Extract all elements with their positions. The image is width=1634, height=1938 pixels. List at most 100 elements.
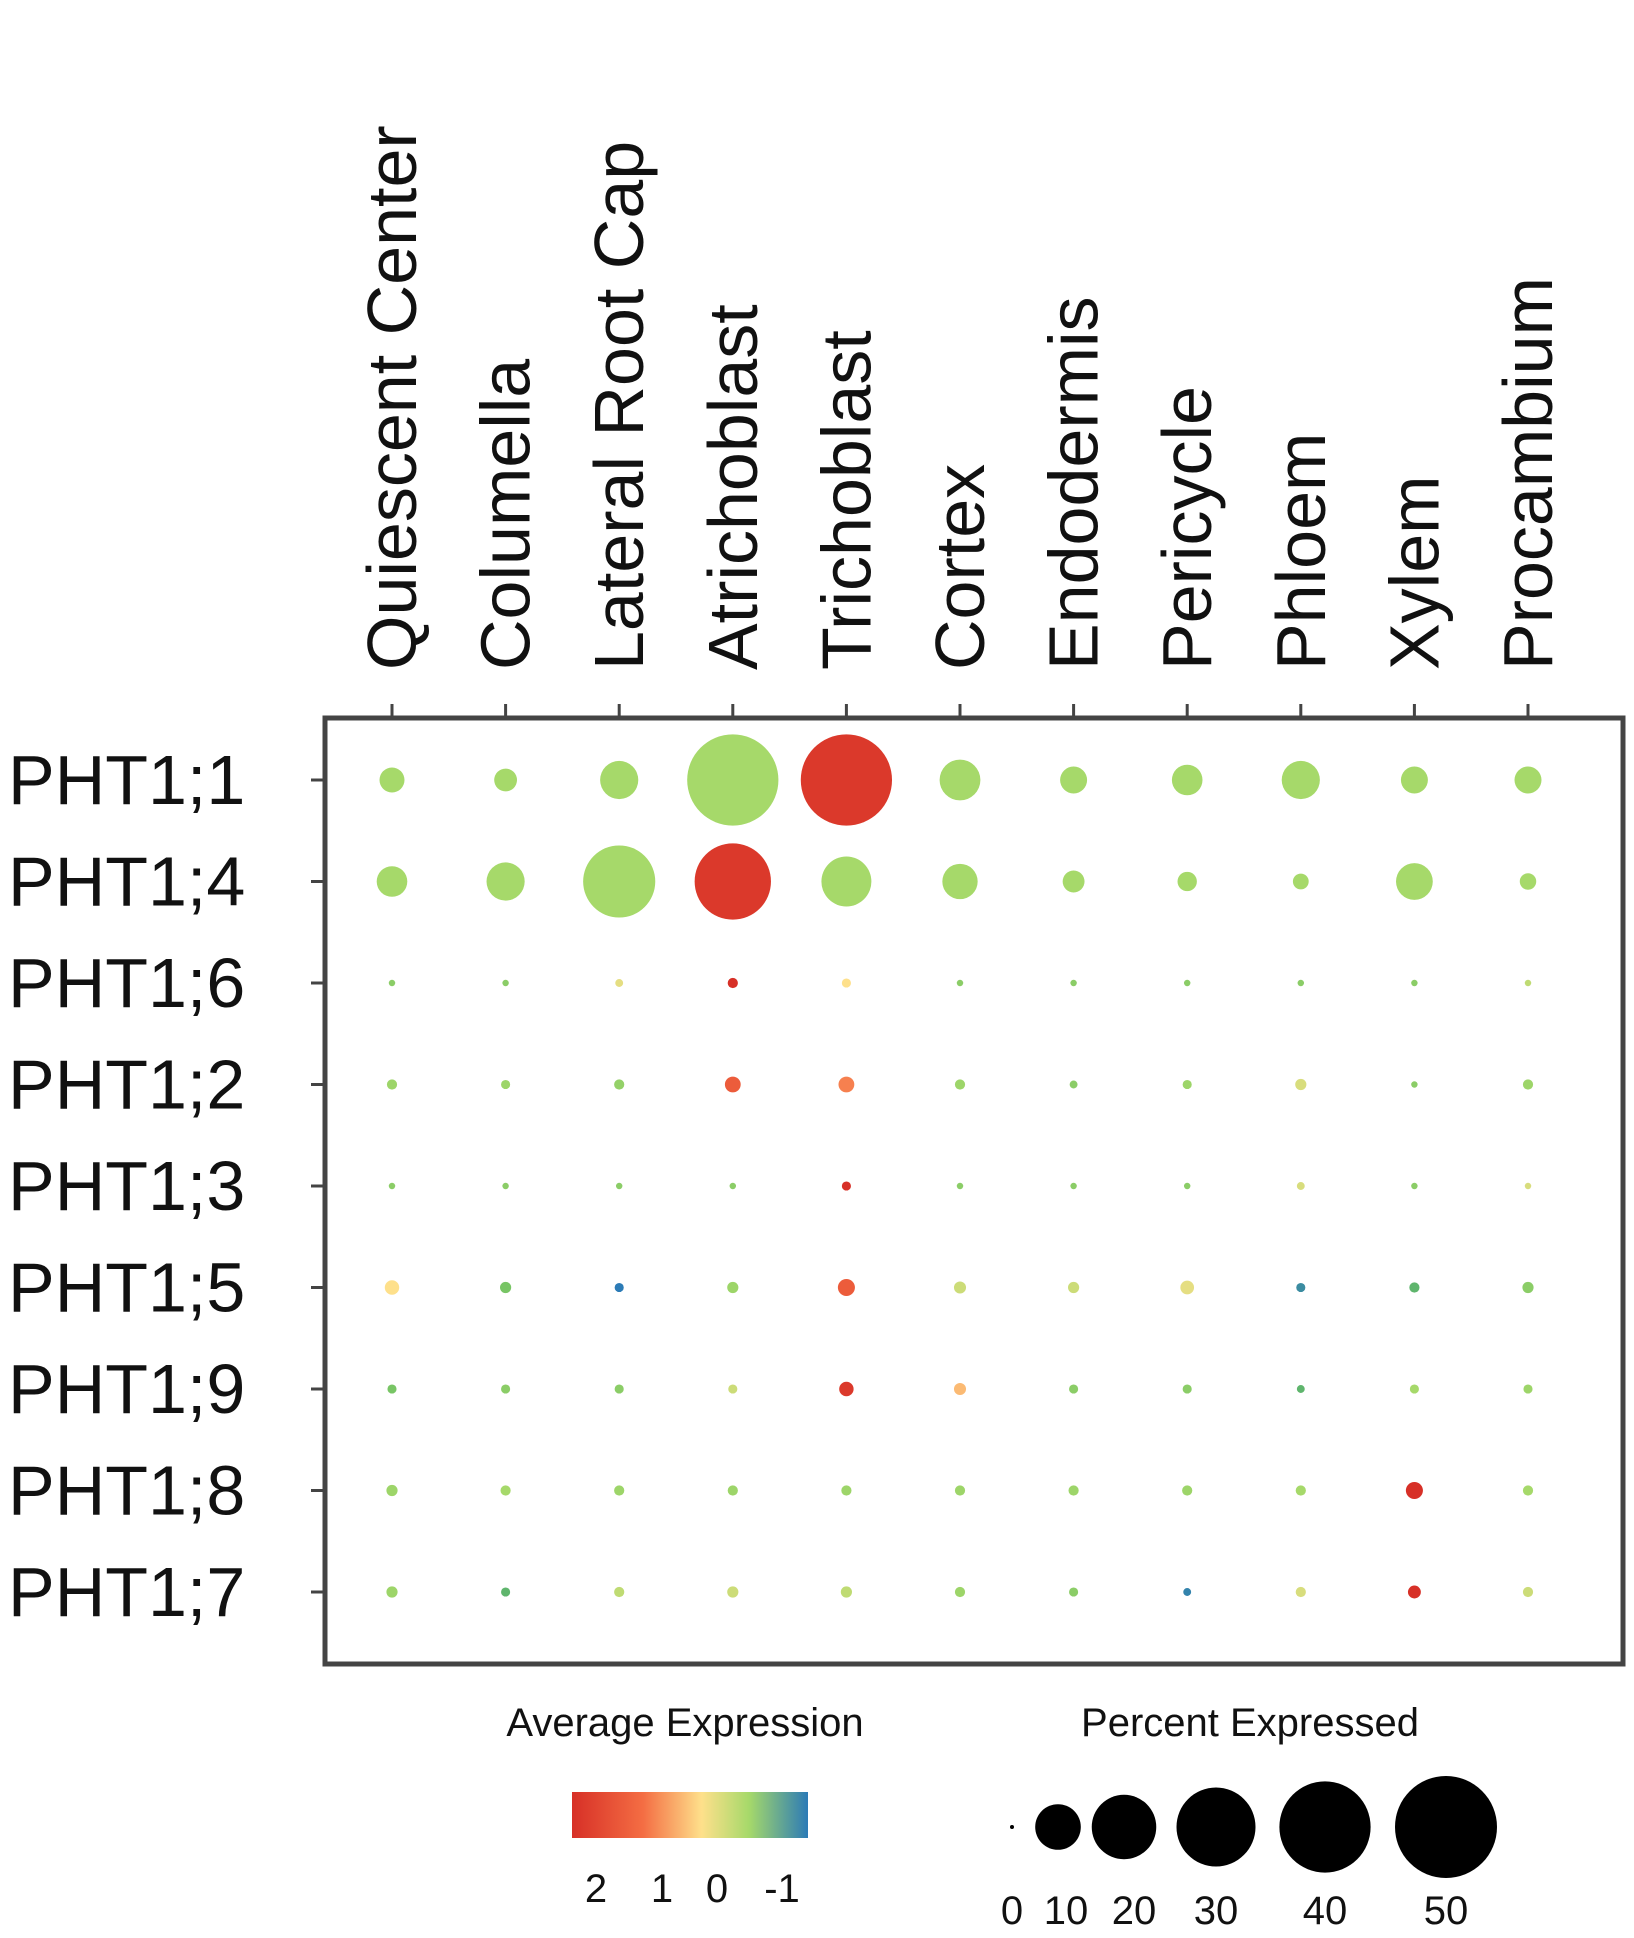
dot (1522, 1485, 1534, 1496)
dot (1296, 1282, 1306, 1293)
color-legend-tick: 2 (585, 1867, 607, 1911)
dot (1407, 1585, 1421, 1599)
row-label: PHT1;4 (8, 843, 245, 921)
row-labels: PHT1;1 PHT1;4 PHT1;6 PHT1;2 PHT1;3 PHT1;5 PHT1… (8, 741, 245, 1631)
dot (1522, 1079, 1534, 1090)
dot (954, 1586, 966, 1598)
dot (1182, 1485, 1193, 1496)
column-label: Cortex (921, 464, 999, 670)
dot (384, 1280, 400, 1295)
row-label: PHT1;2 (8, 1046, 245, 1124)
dot (1069, 1384, 1079, 1394)
column-label: Atrichoblast (694, 304, 772, 670)
size-legend-dot (1176, 1787, 1256, 1867)
color-legend: Average Expression 2 1 0 -1 (506, 1701, 863, 1911)
dot (1171, 764, 1203, 796)
dot (1068, 1281, 1080, 1294)
dot (841, 978, 851, 988)
dot (501, 1587, 511, 1597)
dot (956, 979, 964, 987)
dot (1524, 1182, 1532, 1190)
size-legend-ticks: 0 10 20 30 40 50 (1001, 1889, 1468, 1933)
column-label: Endodermis (1035, 296, 1113, 670)
dot (614, 1384, 624, 1394)
dot (1297, 979, 1305, 987)
dot (388, 1182, 396, 1190)
dot (486, 862, 525, 901)
dot (954, 1485, 966, 1496)
column-label: Pericycle (1148, 386, 1226, 670)
column-label: Columella (467, 359, 545, 670)
dot (1180, 1280, 1195, 1295)
dot (727, 1485, 738, 1496)
dot (1069, 1587, 1079, 1597)
dot (501, 1079, 511, 1090)
column-labels: Quiescent Center Columella Lateral Root Ca… (353, 125, 1567, 670)
dot (724, 1076, 741, 1093)
size-legend: Percent Expressed 0 10 20 30 40 50 (1001, 1701, 1497, 1933)
dot (500, 1281, 512, 1294)
dot (1405, 1481, 1423, 1500)
size-legend-dot (1395, 1776, 1497, 1878)
dot (583, 845, 656, 918)
dot (1183, 1182, 1191, 1190)
dot (837, 1278, 855, 1297)
dot (1182, 1079, 1192, 1090)
row-label: PHT1;3 (8, 1147, 245, 1225)
dot (501, 1384, 511, 1394)
dot (614, 1586, 625, 1598)
dot (1182, 1384, 1192, 1394)
dot (379, 767, 405, 793)
dot (1070, 979, 1077, 987)
dot (840, 1586, 852, 1598)
row-label: PHT1;5 (8, 1249, 245, 1327)
dot (615, 1182, 623, 1190)
size-legend-tick: 30 (1194, 1889, 1239, 1933)
row-ticks (311, 778, 325, 1594)
dot (1295, 1078, 1307, 1091)
column-label: Trichoblast (807, 330, 885, 670)
dot (953, 1281, 967, 1294)
row-label: PHT1;6 (8, 944, 245, 1022)
dot (727, 1281, 739, 1294)
size-legend-tick: 10 (1044, 1889, 1089, 1933)
dot (800, 734, 893, 826)
dot (502, 979, 509, 987)
dot (1522, 1586, 1534, 1598)
dot (1396, 863, 1433, 900)
dot (1411, 1081, 1418, 1088)
dot (1522, 1281, 1534, 1294)
column-label: Xylem (1375, 476, 1453, 670)
dot (1070, 1182, 1077, 1190)
dot (1177, 871, 1197, 892)
dot (502, 1182, 509, 1190)
dots (376, 734, 1542, 1599)
dot (1183, 1588, 1192, 1596)
dot (388, 979, 396, 987)
dot (1523, 1384, 1533, 1394)
size-legend-tick: 20 (1112, 1889, 1157, 1933)
dot (1524, 979, 1532, 987)
dot (839, 1381, 854, 1397)
dot (841, 1181, 851, 1191)
dot (727, 1586, 739, 1598)
color-legend-bar (572, 1792, 808, 1838)
dot (687, 734, 779, 826)
dot (1409, 1282, 1420, 1293)
size-legend-tick: 0 (1001, 1889, 1023, 1933)
dot (841, 1485, 852, 1496)
size-legend-title: Percent Expressed (1081, 1701, 1419, 1745)
dot (954, 1079, 966, 1090)
dot (1069, 1080, 1078, 1089)
dot (821, 856, 872, 907)
size-legend-tick: 50 (1424, 1889, 1469, 1933)
dot (1519, 873, 1537, 890)
dot (600, 760, 639, 800)
dot (1411, 1182, 1418, 1190)
color-legend-tick: -1 (764, 1867, 800, 1911)
size-legend-dots (1010, 1776, 1497, 1878)
dot (614, 1485, 625, 1496)
size-legend-dot (1010, 1825, 1014, 1829)
